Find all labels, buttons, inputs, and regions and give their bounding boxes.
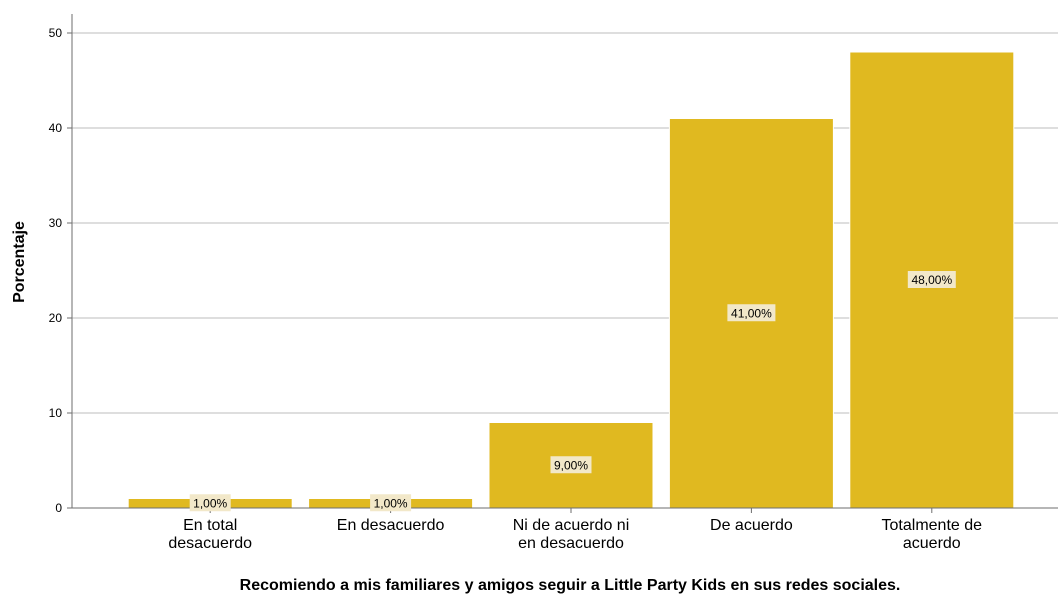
y-tick-label: 30 <box>49 216 63 230</box>
x-tick-label: En total desacuerdo <box>168 517 252 552</box>
x-tick-label: Totalmente de acuerdo <box>882 517 983 552</box>
x-tick-label: Ni de acuerdo ni en desacuerdo <box>513 517 630 552</box>
data-label: 41,00% <box>727 304 776 322</box>
data-label-box <box>189 494 231 512</box>
x-tick-label: En desacuerdo <box>337 517 445 534</box>
y-tick-label: 50 <box>49 26 63 40</box>
y-tick-label: 40 <box>49 121 63 135</box>
data-label-text: 41,00% <box>731 306 772 320</box>
data-label-text: 9,00% <box>554 458 588 472</box>
data-label-text: 1,00% <box>193 496 227 510</box>
data-label-text: 48,00% <box>911 273 952 287</box>
x-axis-title: Recomiendo a mis familiares y amigos seg… <box>240 577 901 594</box>
axes: 0 10 20 30 40 50 En total desacuerdo En desacuer… <box>49 14 1058 552</box>
y-tick-label: 10 <box>49 406 63 420</box>
data-label-box <box>907 271 956 288</box>
data-label: 9,00% <box>550 456 592 474</box>
y-axis-title: Porcentaje <box>11 221 28 303</box>
data-label-box <box>550 456 592 474</box>
data-label: 48,00% <box>907 271 956 288</box>
data-label-box <box>370 494 412 512</box>
data-labels: 1,00% 1,00% 9,00% 41,00% 48,00% <box>189 271 956 512</box>
data-label: 1,00% <box>370 494 412 512</box>
y-tick-label: 20 <box>49 311 63 325</box>
y-tick-label: 0 <box>55 501 62 515</box>
data-label-text: 1,00% <box>374 496 408 510</box>
bars <box>127 51 1015 509</box>
x-tick-label: De acuerdo <box>710 517 793 534</box>
data-label-box <box>727 304 776 322</box>
data-label: 1,00% <box>189 494 231 512</box>
